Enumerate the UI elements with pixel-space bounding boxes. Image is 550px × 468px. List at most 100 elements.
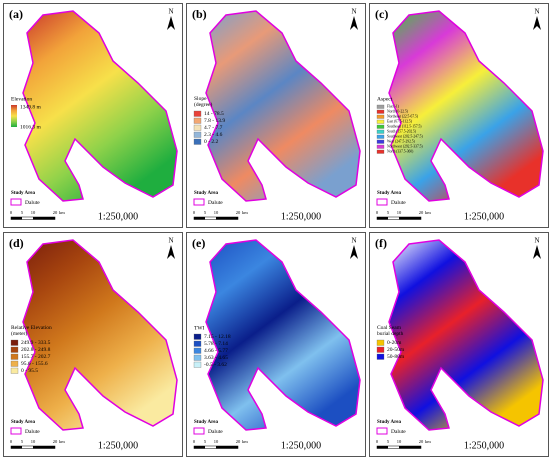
map-panel: (b) N Slope (degree) 14 - 78.57.8 - 13.94.7 … — [186, 3, 366, 228]
panel-label: (a) — [9, 7, 23, 21]
north-arrow — [350, 245, 358, 259]
scale-bar-label: 5 — [21, 210, 24, 215]
legend-swatch — [376, 134, 385, 139]
map-scale: 1:250,000 — [464, 211, 504, 222]
legend-label: East (67.5-112.5) — [387, 120, 413, 124]
scale-unit: km — [425, 439, 431, 444]
scale-bar-label: 5 — [387, 210, 390, 215]
legend-swatch — [193, 131, 202, 138]
scale-bar-fill — [11, 446, 22, 449]
study-area-swatch — [10, 198, 22, 206]
scale-bar-label: 10 — [214, 210, 219, 215]
north-label: N — [534, 237, 539, 245]
north-arrow — [167, 245, 175, 259]
map-scale: 1:250,000 — [98, 440, 138, 451]
area-name: Dalute — [25, 429, 40, 435]
study-area-swatch — [376, 198, 388, 206]
scale-bar-fill — [216, 217, 238, 220]
legend-label: 7.15 - 12.18 — [204, 334, 231, 340]
legend-label: 0 - 95.5 — [21, 368, 38, 374]
study-area-swatch — [193, 427, 205, 435]
study-area-title: Study Area — [194, 191, 218, 196]
legend-title: Aspect — [377, 96, 393, 102]
scale-bar-fill — [399, 446, 421, 449]
scale-bar-label: 10 — [31, 439, 36, 444]
scale-bar-label: 5 — [204, 439, 207, 444]
legend-label: 249.9 - 333.5 — [21, 340, 51, 346]
legend-swatch — [193, 354, 202, 361]
legend-swatch — [376, 139, 385, 144]
legend-label: North (337.5-360) — [387, 150, 414, 154]
legend-ramp — [11, 105, 17, 127]
panel-label: (b) — [192, 7, 207, 21]
scale-bar-label: 10 — [31, 210, 36, 215]
legend-label: -0.5 - 3.62 — [204, 362, 227, 368]
legend-label: 0-20m — [387, 340, 402, 346]
scale-unit: km — [59, 210, 65, 215]
north-arrow — [167, 16, 175, 30]
scale-bar-fill — [377, 217, 388, 220]
legend-label: Northwest (292.5-337.5) — [387, 145, 423, 149]
scale-bar-label: 0 — [376, 210, 379, 215]
legend-swatch — [376, 353, 385, 360]
scale-bar-label: 10 — [397, 439, 402, 444]
legend-swatch — [193, 138, 202, 145]
area-name: Dalute — [208, 429, 223, 435]
legend-swatch — [10, 346, 19, 353]
study-area-title: Study Area — [11, 420, 35, 425]
legend-swatch — [376, 144, 385, 149]
legend-label: South (157.5-202.5) — [387, 130, 417, 134]
legend-title: Relative Elevation (meter) — [11, 325, 52, 337]
legend-swatch — [376, 114, 385, 119]
area-name: Dalute — [25, 200, 40, 206]
legend-label: 1016.3 m — [20, 124, 42, 130]
study-area-map — [22, 10, 178, 202]
legend-title: Slope (degree) — [194, 96, 212, 108]
map-scale: 1:250,000 — [98, 211, 138, 222]
study-area-title: Study Area — [377, 191, 401, 196]
scale-bar-label: 0 — [376, 439, 379, 444]
north-arrow — [350, 16, 358, 30]
legend-label: 14 - 78.5 — [204, 111, 224, 117]
map-panel: (f) N Coal Seam burial depth 0-20m20-50m50-8… — [369, 232, 549, 457]
study-area-map — [205, 10, 361, 202]
scale-bar-fill — [194, 446, 205, 449]
legend-swatch — [193, 117, 202, 124]
scale-bar-label: 10 — [397, 210, 402, 215]
study-area-title: Study Area — [194, 420, 218, 425]
scale-unit: km — [425, 210, 431, 215]
study-area-swatch — [10, 427, 22, 435]
study-area-swatch — [376, 427, 388, 435]
north-label: N — [168, 237, 173, 245]
legend-label: 155.7 - 202.7 — [21, 354, 51, 360]
scale-bar-label: 10 — [214, 439, 219, 444]
map-panel: (a) N Elevation 1349.8 m 1016.3 m Study Area D… — [3, 3, 183, 228]
legend-swatch — [10, 339, 19, 346]
legend-label: Northeast (22.5-67.5) — [387, 115, 419, 119]
legend-label: Southeast (112.5-157.5) — [387, 125, 422, 129]
scale-bar-label: 0 — [10, 210, 13, 215]
scale-bar-label: 0 — [193, 210, 196, 215]
legend-swatch — [193, 333, 202, 340]
map-panel: (e) N TWI 7.15 - 12.185.78 - 7.144.66 - 5.7… — [186, 232, 366, 457]
legend-swatch — [376, 339, 385, 346]
legend-label: 7.8 - 13.9 — [204, 118, 225, 124]
map-panel: (c) N Aspect Flat (-1)North (0-22.5)Northea… — [369, 3, 549, 228]
legend-swatch — [376, 109, 385, 114]
legend-swatch — [376, 149, 385, 154]
legend-title: TWI — [194, 325, 205, 331]
scale-bar-label: 20 — [53, 210, 58, 215]
scale-bar-label: 20 — [236, 210, 241, 215]
legend-title: Coal Seam burial depth — [377, 325, 404, 337]
legend-label: 202.8 - 249.8 — [21, 347, 51, 353]
legend-swatch — [193, 110, 202, 117]
legend-swatch — [10, 360, 19, 367]
scale-bar-label: 5 — [204, 210, 207, 215]
scale-unit: km — [59, 439, 65, 444]
north-arrow — [533, 245, 541, 259]
scale-bar-label: 20 — [236, 439, 241, 444]
study-area-map — [388, 239, 544, 431]
scale-bar-fill — [194, 217, 205, 220]
legend-label: 3.63 - 4.65 — [204, 355, 228, 361]
legend-swatch — [193, 361, 202, 368]
